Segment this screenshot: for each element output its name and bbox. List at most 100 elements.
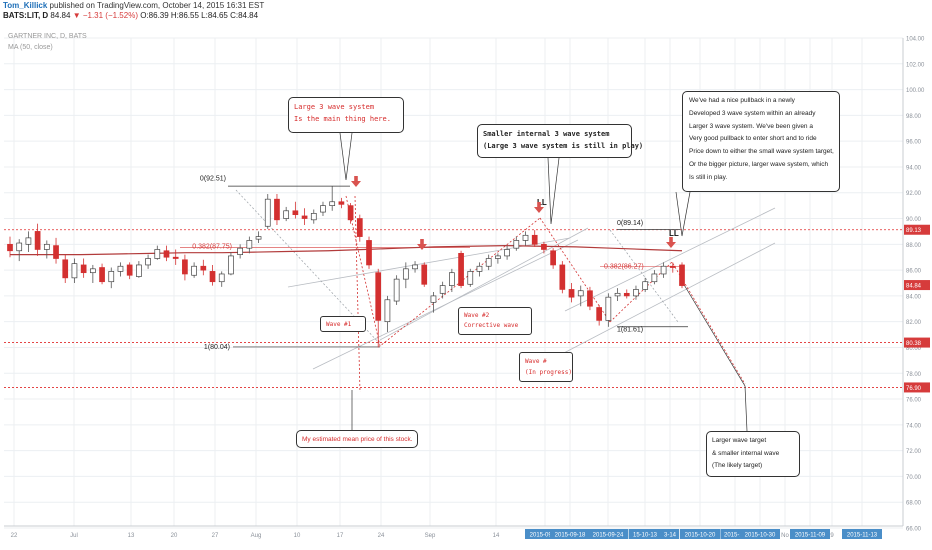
callout-pointer	[547, 157, 560, 225]
candle-body	[485, 258, 492, 267]
down-arrow-icon	[666, 237, 676, 248]
price-tag	[904, 224, 930, 235]
candle-body	[568, 289, 575, 298]
author-link[interactable]: Tom_Killick	[3, 1, 48, 10]
arrow-head	[534, 207, 544, 213]
candle-body	[191, 265, 197, 276]
note-line: We've had a nice pullback in a newly	[689, 97, 795, 104]
callout-pointer	[682, 282, 748, 432]
candle-body	[246, 240, 253, 249]
x-tick-label: 2015-11-13	[847, 533, 878, 539]
candlesticks	[7, 186, 685, 348]
date-tag	[588, 529, 628, 539]
candle-body	[559, 264, 566, 290]
ma-label: MA (50, close)	[8, 44, 53, 51]
trend-drawings	[180, 132, 776, 432]
x-tick-label: 2015-09-24	[593, 533, 624, 539]
callout-pointer	[339, 132, 353, 181]
candle-body	[495, 255, 501, 259]
note-line: Larger wave target	[712, 437, 767, 444]
price-tag-label: 80.38	[906, 341, 922, 347]
candle-body	[283, 210, 290, 219]
candle-body	[412, 264, 418, 270]
candle-body	[458, 252, 464, 286]
y-tick-label: 76.00	[906, 398, 922, 404]
x-tick-label: 22	[11, 533, 18, 539]
y-tick-label: 68.00	[906, 501, 922, 507]
x-tick-label: 27	[212, 533, 219, 539]
candle-body	[430, 295, 437, 303]
price-tag-label: 89.13	[906, 228, 922, 234]
candle-body	[145, 258, 151, 266]
candle-body	[384, 299, 391, 323]
ma-line	[10, 245, 683, 256]
fib-connector	[609, 229, 679, 323]
quote-line: BATS:LIT, D 84.84 ▼ −1.31 (−1.52%) O:86.…	[3, 11, 258, 20]
arrow-head	[666, 242, 676, 248]
down-arrow-icon	[417, 239, 427, 250]
arrow-shaft	[669, 237, 673, 243]
candle-body	[255, 236, 262, 240]
x-tick-label: Jul	[70, 533, 78, 539]
candle-body	[531, 234, 538, 245]
candle-body	[274, 198, 280, 221]
candle-body	[550, 250, 556, 266]
y-tick-label: 94.00	[906, 165, 922, 171]
candle-body	[62, 259, 69, 279]
small-wave-note: Smaller internal 3 wave system (Large 3 …	[477, 124, 643, 158]
candle-body	[154, 249, 161, 259]
price-tag-label: 84.84	[906, 284, 922, 290]
candle-body	[642, 281, 649, 290]
candle-body	[172, 256, 179, 259]
y-tick-label: 78.00	[906, 372, 922, 378]
date-tag	[790, 529, 830, 539]
candle-body	[108, 271, 115, 283]
price-tag	[904, 337, 930, 348]
y-tick-label: 102.00	[906, 62, 925, 68]
candle-body	[623, 292, 630, 297]
price-tag	[904, 382, 930, 393]
y-tick-label: 96.00	[906, 140, 922, 146]
candle-body	[228, 255, 234, 275]
trend-line	[559, 242, 776, 356]
published-info: published on TradingView.com, October 14…	[49, 1, 265, 10]
x-tick-label: 2015-09-21	[530, 533, 561, 539]
y-tick-label: 88.00	[906, 243, 922, 249]
price-change: ▼ −1.31 (−1.52%)	[72, 11, 138, 20]
ll-label: LL	[537, 198, 547, 207]
candle-body	[366, 240, 372, 266]
fib-connector	[235, 189, 381, 345]
time-axis: 22 Jul 13 20 27 Aug 10 17 24 Sep 14 2015-09-212015-…	[11, 529, 882, 539]
candle-body	[587, 290, 593, 307]
candle-body	[237, 247, 243, 255]
x-tick-label: 2015-10-30	[745, 533, 776, 539]
candle-body	[402, 268, 409, 280]
candle-body	[301, 215, 308, 219]
note-line: Price down to either the small wave syst…	[689, 148, 834, 156]
candle-body	[163, 250, 170, 258]
fib-label: 0(89.14)	[617, 220, 643, 227]
note-line: Very good pullback to enter short and to…	[689, 135, 817, 143]
date-tag	[680, 529, 720, 539]
candle-body	[43, 243, 50, 250]
candle-body	[338, 201, 345, 205]
candle-body	[421, 264, 428, 285]
symbol-label: BATS:LIT, D	[3, 11, 49, 20]
instrument-label: GARTNER INC, D, BATS	[8, 33, 87, 40]
candle-body	[80, 264, 87, 274]
candle-body	[651, 273, 658, 283]
fib-label: 0.382(87.75)	[192, 243, 232, 250]
candle-body	[513, 240, 520, 249]
date-tag	[842, 529, 882, 539]
candle-body	[504, 249, 510, 257]
fib-label: 1(80.04)	[204, 344, 230, 351]
candle-body	[71, 263, 78, 279]
candle-body	[264, 198, 271, 227]
y-tick-label: 72.00	[906, 449, 922, 455]
note-line: (Large 3 wave system is still in play)	[483, 142, 644, 150]
date-tag	[550, 529, 590, 539]
price-axis: 104.00 102.00 100.00 98.00 96.00 94.00 92.00 90…	[904, 37, 930, 533]
note-line: (The likely target)	[712, 462, 763, 469]
down-arrow-icon	[351, 176, 361, 187]
